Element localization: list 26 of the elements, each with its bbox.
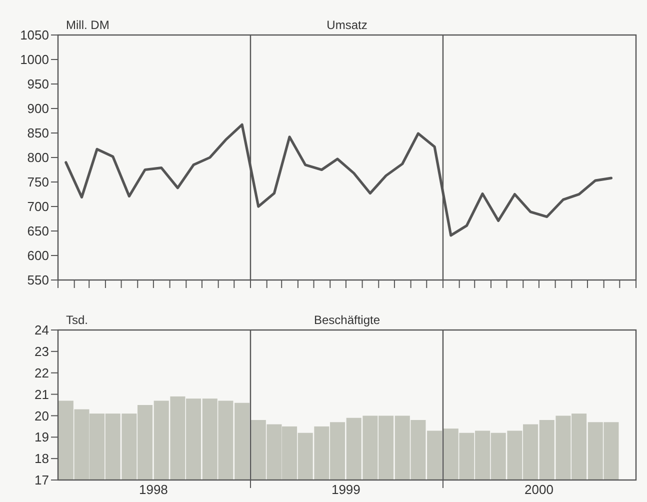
y-tick-label: 22 <box>34 365 49 380</box>
y-tick-label: 650 <box>27 224 49 239</box>
chart-title: Beschäftigte <box>314 313 380 327</box>
y-axis-title: Tsd. <box>66 313 88 327</box>
x-tick-label: 2000 <box>524 482 554 497</box>
x-tick-label: 1998 <box>138 482 168 497</box>
y-tick-label: 21 <box>34 386 49 402</box>
y-tick-label: 850 <box>27 126 49 141</box>
y-tick-label: 1000 <box>20 52 49 68</box>
y-tick-label: 700 <box>27 199 49 214</box>
y-tick-label: 800 <box>27 150 49 166</box>
y-tick-label: 24 <box>34 322 49 338</box>
y-tick-label: 750 <box>27 174 49 190</box>
y-axis-title: Mill. DM <box>66 18 110 32</box>
y-tick-label: 17 <box>34 472 49 488</box>
y-tick-label: 550 <box>27 272 49 288</box>
y-tick-label: 600 <box>27 248 49 264</box>
y-tick-label: 20 <box>34 408 49 424</box>
y-tick-label: 950 <box>27 76 49 92</box>
x-tick-label: 1999 <box>331 482 360 497</box>
y-tick-label: 23 <box>34 344 49 359</box>
y-tick-label: 900 <box>27 101 49 116</box>
y-tick-label: 1050 <box>20 28 49 43</box>
y-tick-label: 19 <box>34 430 49 445</box>
chart-title: Umsatz <box>326 18 368 32</box>
y-tick-label: 18 <box>34 451 49 466</box>
